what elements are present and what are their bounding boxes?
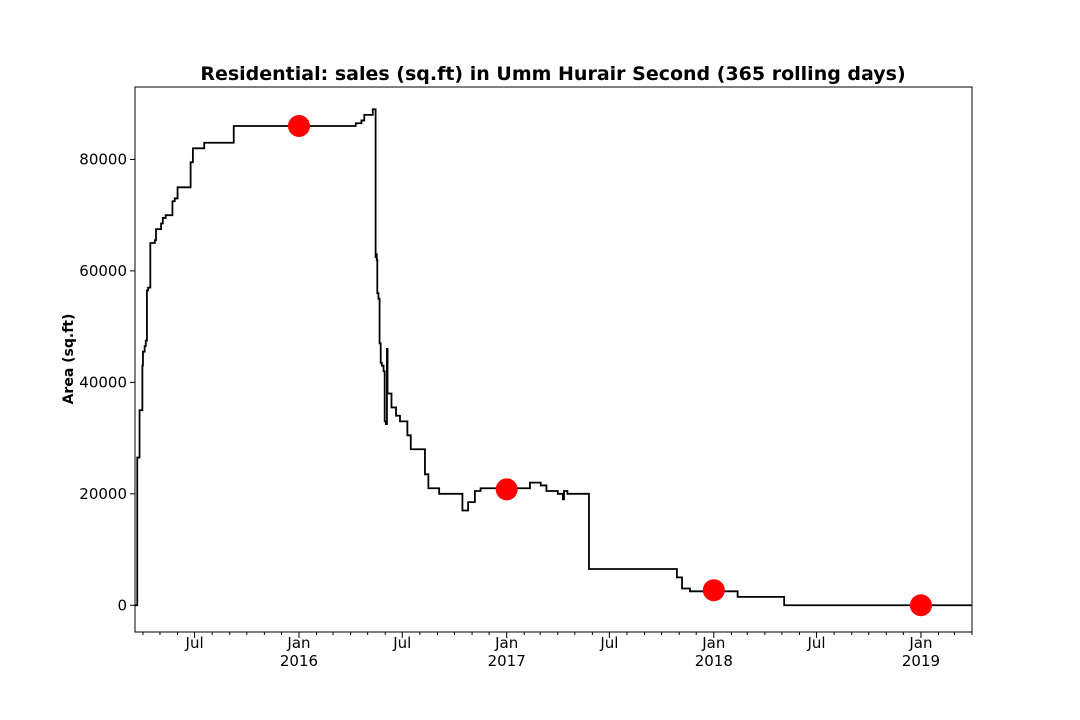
y-axis-label: Area (sq.ft) [61, 314, 77, 405]
x-tick-year-label: 2016 [280, 652, 318, 670]
y-tick-label: 0 [117, 596, 127, 614]
series-line [135, 108, 972, 607]
highlight-marker [495, 478, 518, 501]
y-tick-label: 20000 [79, 485, 127, 503]
y-tick-label: 40000 [79, 373, 127, 391]
x-tick-label: Jul [599, 634, 618, 652]
x-tick-year-label: 2018 [695, 652, 733, 670]
x-tick-label: Jan [494, 634, 518, 652]
chart-title: Residential: sales (sq.ft) in Umm Hurair… [200, 63, 905, 85]
y-axis-ticks: 0 20000 40000 60000 80000 [79, 150, 135, 614]
highlight-marker [287, 115, 310, 138]
x-tick-year-label: 2019 [902, 652, 940, 670]
x-tick-label: Jul [392, 634, 411, 652]
x-tick-label: Jan [286, 634, 310, 652]
x-tick-label: Jan [908, 634, 932, 652]
series-layer [135, 108, 972, 607]
axes-frame [134, 86, 973, 633]
y-tick-label: 60000 [79, 262, 127, 280]
highlight-markers [287, 115, 932, 617]
highlight-marker [909, 594, 932, 617]
highlight-marker [702, 579, 725, 602]
y-tick-label: 80000 [79, 150, 127, 168]
x-tick-label: Jul [185, 634, 204, 652]
x-tick-label: Jul [806, 634, 825, 652]
x-tick-year-label: 2017 [488, 652, 526, 670]
x-tick-label: Jan [701, 634, 725, 652]
